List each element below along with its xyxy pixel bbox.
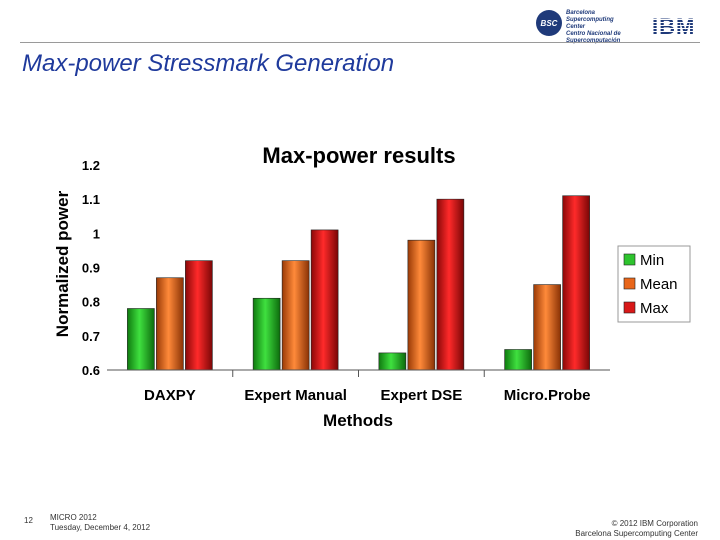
x-tick-label: Expert DSE [381,387,463,404]
legend-swatch-mean [623,277,636,290]
y-axis-label: Normalized power [53,190,72,337]
bar-mean [407,239,436,371]
footer-copyright-text: © 2012 IBM Corporation [611,519,698,528]
bar-mean [533,284,561,371]
bar-min [127,308,155,371]
bar-min [504,349,532,371]
y-tick-label: 0.7 [82,329,100,344]
bsc-logo-mark: BSC [536,10,562,36]
footer-org: Barcelona Supercomputing Center [575,529,698,538]
ibm-logo: IBM [652,14,696,39]
footer-date: Tuesday, December 4, 2012 [50,523,151,532]
page-title: Max-power Stressmark Generation [22,50,395,77]
bsc-logo-text: Barcelona Supercomputing Center Centro N… [566,10,621,44]
bar-min [378,352,407,371]
legend-label-mean: Mean [640,276,678,293]
legend-swatch-max [623,301,636,314]
chart-title: Max-power results [262,143,455,168]
y-tick-label: 0.6 [82,363,100,378]
footer-copyright: © 2012 IBM Corporation Barcelona Superco… [575,519,698,539]
x-tick-label: DAXPY [144,387,196,404]
bar-max [310,229,339,371]
footer-event-name: MICRO 2012 [50,513,97,522]
x-axis-label: Methods [323,411,393,430]
max-power-chart: Max-power results Normalized power Metho… [53,143,691,430]
y-tick-label: 1 [93,226,100,241]
bar-max [436,198,465,371]
bar-max [185,260,213,371]
y-tick-label: 1.1 [82,192,100,207]
y-tick-label: 1.2 [82,158,100,173]
legend: Min Mean Max [617,245,691,323]
y-tick-label: 0.8 [82,295,100,310]
x-tick-label: Micro.Probe [504,387,591,404]
bar-min [252,297,281,371]
legend-label-max: Max [640,300,669,317]
legend-swatch-min [623,253,636,266]
legend-label-min: Min [640,252,664,269]
bsc-logo: BSC Barcelona Supercomputing Center Cent… [536,8,648,44]
bar-max [562,195,590,371]
header-divider [20,42,700,43]
y-tick-label: 0.9 [82,261,100,276]
footer-event: MICRO 2012 Tuesday, December 4, 2012 [50,513,150,533]
bar-mean [281,260,310,371]
bar-mean [156,277,184,371]
x-tick-label: Expert Manual [244,387,347,404]
slide-number: 12 [24,516,33,525]
